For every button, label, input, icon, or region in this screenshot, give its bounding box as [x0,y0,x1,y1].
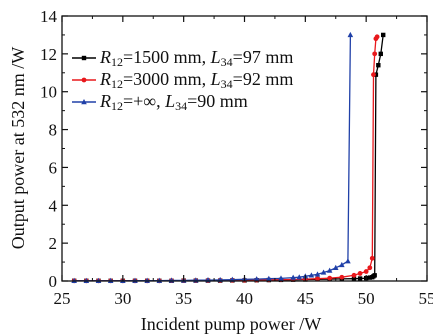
legend-item-2: R12=3000 mm, L34=92 mm [72,69,293,91]
y-tick-label: 12 [40,45,57,64]
data-point [308,272,315,278]
data-point [253,276,260,282]
data-point [332,264,339,270]
y-tick-label: 6 [49,158,58,177]
data-point [372,273,377,278]
data-point [373,72,379,77]
data-point [296,274,303,280]
legend-label-part: 34 [221,77,233,91]
data-point [367,275,373,280]
legend-label-part: L [210,47,221,67]
x-tick-label: 50 [358,289,375,308]
x-tick-label: 30 [114,289,131,308]
legend-label-part: 34 [175,99,187,113]
data-point [351,276,357,281]
data-point [374,34,380,40]
legend-label-part: 12 [111,77,123,91]
legend-label-part: =92 mm [233,69,294,89]
data-point [290,274,296,280]
x-axis-label: Incident pump power /W [141,314,321,334]
x-tick-label: 35 [175,289,192,308]
series-2 [71,34,380,284]
data-point [347,31,354,38]
series-line [74,36,378,282]
series-line [74,34,384,282]
y-tick-label: 0 [49,272,58,291]
legend-label-part: R [99,69,111,89]
legend-marker [81,55,87,61]
legend-label-part: L [164,91,175,111]
data-point [367,265,373,271]
data-point [369,255,375,261]
data-point [371,72,376,78]
y-tick-label: 8 [49,121,58,140]
data-point [266,275,272,281]
y-tick-label: 14 [40,7,58,26]
x-tick-label: 40 [236,289,253,308]
legend-label: R12=3000 mm, L34=92 mm [99,69,293,91]
data-point [345,258,351,264]
data-point [378,51,383,57]
data-point [381,32,386,38]
data-point [326,267,333,273]
legend-label-part: =+∞, [123,91,165,111]
y-tick-label: 4 [49,196,58,215]
axes: 25 30 35 40 45 50 55 0 2 4 6 8 10 12 14 [40,7,433,308]
data-point [339,274,345,280]
legend-label-part: 12 [111,99,123,113]
legend-label-part: 12 [111,55,123,69]
data-point [351,272,357,278]
legend-label-part: L [210,69,221,89]
y-tick-label: 10 [40,83,57,102]
legend-label-part: =1500 mm, [123,47,211,67]
data-point [339,261,345,268]
legend-item-1: R12=1500 mm, L34=97 mm [72,47,293,69]
data-point [357,276,363,281]
data-point [363,269,369,274]
legend-marker [81,99,87,105]
legend-label-part: =90 mm [187,91,248,111]
legend-label-part: R [99,47,111,67]
legend-item-3: R12=+∞, L34=90 mm [72,91,248,113]
x-tick-label: 25 [54,289,71,308]
x-tick-label: 45 [297,289,314,308]
legend-label-part: =97 mm [233,47,294,67]
data-point [315,276,320,282]
legend-label-part: 34 [221,55,233,69]
data-point [372,51,378,57]
data-point [357,271,363,276]
data-point [278,275,284,281]
legend-marker [81,77,87,83]
y-tick-label: 2 [49,234,58,253]
x-tick-label: 55 [419,289,433,308]
legend-label-part: =3000 mm, [123,69,211,89]
data-point [327,275,333,281]
legend-label: R12=+∞, L34=90 mm [99,91,248,113]
data-point [314,271,321,277]
legend-label-part: R [99,91,111,111]
plot-area [71,31,386,284]
data-point [320,269,327,275]
data-point [376,63,381,68]
series-1 [71,32,386,284]
y-axis-label: Output power at 532 nm /W [8,47,28,249]
legend-label: R12=1500 mm, L34=97 mm [99,47,293,69]
